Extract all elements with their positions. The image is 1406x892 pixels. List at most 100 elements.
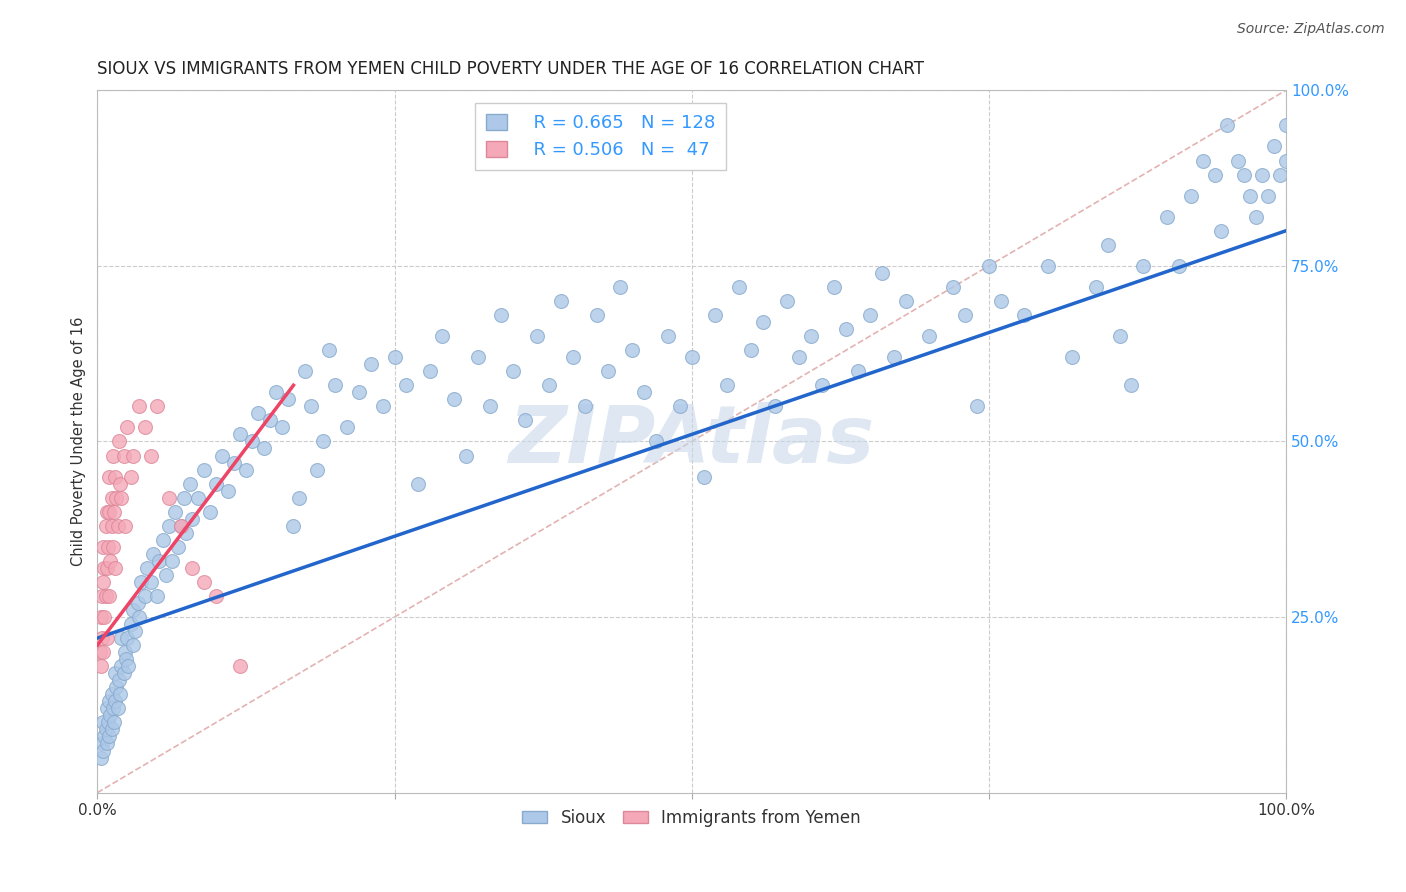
Point: [93, 610, 115, 624]
Point: [101, 449, 124, 463]
Point: [246, 406, 269, 420]
Point: [395, 378, 418, 392]
Point: [419, 364, 441, 378]
Point: [120, 617, 142, 632]
Point: [181, 512, 204, 526]
Point: [704, 308, 727, 322]
Point: [384, 350, 406, 364]
Point: [1215, 119, 1237, 133]
Point: [96, 505, 118, 519]
Point: [136, 561, 159, 575]
Point: [966, 400, 988, 414]
Point: [1191, 153, 1213, 168]
Point: [1156, 210, 1178, 224]
Point: [108, 687, 131, 701]
Point: [846, 364, 869, 378]
Point: [681, 350, 703, 364]
Point: [799, 329, 821, 343]
Point: [104, 666, 127, 681]
Point: [115, 420, 138, 434]
Point: [942, 280, 965, 294]
Point: [550, 293, 572, 308]
Point: [96, 631, 118, 645]
Point: [454, 449, 477, 463]
Point: [740, 343, 762, 358]
Point: [229, 427, 252, 442]
Point: [142, 547, 165, 561]
Point: [193, 462, 215, 476]
Point: [235, 462, 257, 476]
Point: [114, 518, 136, 533]
Point: [240, 434, 263, 449]
Point: [205, 476, 228, 491]
Point: [657, 329, 679, 343]
Point: [179, 476, 201, 491]
Point: [1204, 168, 1226, 182]
Point: [105, 681, 128, 695]
Point: [526, 329, 548, 343]
Point: [139, 449, 162, 463]
Point: [124, 624, 146, 639]
Point: [115, 631, 138, 645]
Point: [134, 589, 156, 603]
Point: [93, 561, 115, 575]
Point: [205, 589, 228, 603]
Point: [253, 442, 276, 456]
Point: [1263, 139, 1285, 153]
Point: [977, 259, 1000, 273]
Point: [277, 392, 299, 407]
Point: [1227, 153, 1250, 168]
Point: [787, 350, 810, 364]
Point: [776, 293, 799, 308]
Point: [157, 518, 180, 533]
Point: [1244, 210, 1267, 224]
Point: [97, 715, 120, 730]
Point: [122, 603, 145, 617]
Point: [173, 491, 195, 505]
Point: [763, 400, 786, 414]
Point: [104, 694, 127, 708]
Point: [155, 568, 177, 582]
Point: [835, 322, 858, 336]
Point: [598, 364, 620, 378]
Point: [110, 491, 132, 505]
Point: [1180, 188, 1202, 202]
Point: [1121, 378, 1143, 392]
Point: [1132, 259, 1154, 273]
Point: [127, 596, 149, 610]
Point: [211, 449, 233, 463]
Point: [122, 449, 145, 463]
Point: [811, 378, 834, 392]
Point: [1097, 237, 1119, 252]
Point: [169, 518, 191, 533]
Point: [1275, 119, 1298, 133]
Point: [98, 469, 121, 483]
Point: [146, 400, 169, 414]
Point: [91, 645, 114, 659]
Point: [167, 540, 190, 554]
Point: [229, 659, 252, 673]
Point: [323, 378, 346, 392]
Point: [883, 350, 905, 364]
Point: [104, 469, 127, 483]
Point: [98, 730, 121, 744]
Point: [537, 378, 560, 392]
Point: [918, 329, 941, 343]
Point: [953, 308, 976, 322]
Point: [157, 491, 180, 505]
Point: [97, 540, 120, 554]
Point: [574, 400, 596, 414]
Point: [100, 708, 122, 723]
Point: [90, 610, 112, 624]
Point: [1038, 259, 1060, 273]
Point: [668, 400, 690, 414]
Point: [312, 434, 335, 449]
Point: [112, 666, 135, 681]
Point: [101, 701, 124, 715]
Point: [1257, 188, 1279, 202]
Point: [187, 491, 209, 505]
Point: [103, 715, 125, 730]
Legend: Sioux, Immigrants from Yemen: Sioux, Immigrants from Yemen: [516, 802, 868, 833]
Point: [107, 518, 129, 533]
Point: [491, 308, 513, 322]
